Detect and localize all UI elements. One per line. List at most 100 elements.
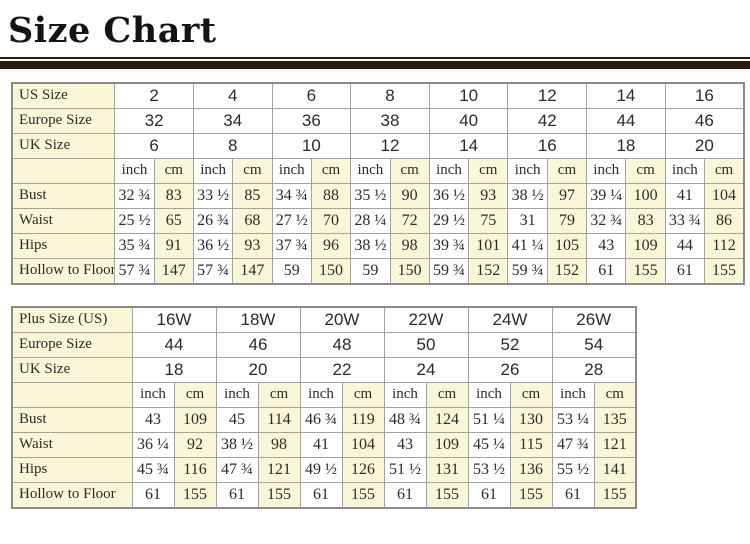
- measurement-cm-cell: 124: [425, 406, 469, 433]
- measurement-inch-cell: 59 ¾: [507, 257, 548, 284]
- measurement-inch-cell: 32 ¾: [586, 207, 627, 234]
- row-label: Europe Size: [11, 331, 133, 358]
- measurement-cm-cell: 109: [173, 406, 217, 433]
- measurement-cm-cell: 88: [310, 182, 352, 209]
- size-value-cell: 16: [664, 82, 745, 109]
- measurement-cm-cell: 104: [341, 431, 385, 458]
- size-value-cell: 42: [507, 107, 588, 134]
- size-header-row: Plus Size (US) 16W 18W 20W 22W 24W 26W: [11, 306, 637, 333]
- measurement-inch-cell: 61: [215, 481, 259, 508]
- measurement-inch-cell: 61: [551, 481, 595, 508]
- row-label: Hips: [11, 456, 133, 483]
- unit-header-cell: inch: [586, 157, 627, 184]
- size-value-cell: 10: [428, 82, 509, 109]
- size-chart-page: Size Chart US Size 2 4 6 8 10 12 14 16 Europe Siz…: [0, 8, 750, 509]
- measurement-cm-cell: 92: [173, 431, 217, 458]
- unit-header-cell: cm: [425, 381, 469, 408]
- measurement-inch-cell: 41 ¼: [507, 232, 548, 259]
- measurement-inch-cell: 57 ¾: [192, 257, 234, 284]
- unit-header-cell: inch: [428, 157, 470, 184]
- size-value-cell: 18: [131, 356, 217, 383]
- measurement-cm-cell: 98: [389, 232, 430, 259]
- measurement-cm-cell: 75: [468, 207, 509, 234]
- unit-header-row: inch cm inch cm inch cm inch cm inch cm inch cm inch…: [11, 157, 745, 184]
- measurement-cm-cell: 83: [153, 182, 194, 209]
- size-value-cell: 10: [271, 132, 352, 159]
- title-rule-thin-line: [0, 56, 750, 59]
- measurement-inch-cell: 61: [383, 481, 427, 508]
- measurement-inch-cell: 27 ½: [271, 207, 312, 234]
- measurement-cm-cell: 135: [593, 406, 637, 433]
- plus-size-table: Plus Size (US) 16W 18W 20W 22W 24W 26W Europe S…: [11, 305, 750, 509]
- measurement-inch-cell: 59 ¾: [428, 257, 470, 284]
- measurement-cm-cell: 109: [425, 431, 469, 458]
- measurement-cm-cell: 79: [546, 207, 588, 234]
- size-header-row: UK Size 6 8 10 12 14 16 18 20: [11, 132, 745, 159]
- measurement-inch-cell: 26 ¾: [192, 207, 234, 234]
- title-rule: [0, 56, 750, 69]
- size-value-cell: 20: [215, 356, 301, 383]
- measurement-inch-cell: 38 ½: [507, 182, 548, 209]
- unit-header-cell: cm: [593, 381, 637, 408]
- measurement-cm-cell: 147: [232, 257, 273, 284]
- unit-header-cell: cm: [468, 157, 509, 184]
- measurement-inch-cell: 61: [299, 481, 343, 508]
- standard-size-table: US Size 2 4 6 8 10 12 14 16 Europe Size 32 34 36 38 40…: [11, 81, 750, 285]
- unit-header-cell: cm: [625, 157, 666, 184]
- unit-header-row: inch cm inch cm inch cm inch cm inch cm inch cm: [11, 381, 637, 408]
- unit-header-cell: inch: [467, 381, 511, 408]
- size-header-row: Europe Size 44 46 48 50 52 54: [11, 331, 637, 358]
- size-value-cell: 46: [215, 331, 301, 358]
- title-rule-thick-bar: [0, 60, 750, 69]
- measurement-inch-cell: 61: [467, 481, 511, 508]
- measurement-cm-cell: 121: [593, 431, 637, 458]
- measurement-cm-cell: 93: [232, 232, 273, 259]
- size-value-cell: 6: [114, 132, 194, 159]
- measurement-inch-cell: 53 ½: [467, 456, 511, 483]
- measurement-row: Bust 32 ¾ 83 33 ½ 85 34 ¾ 88 35 ½ 90 36 ½ 93 38 ½ 97…: [11, 182, 745, 209]
- size-value-cell: 2: [114, 82, 194, 109]
- measurement-inch-cell: 36 ½: [428, 182, 470, 209]
- measurement-cm-cell: 115: [509, 431, 553, 458]
- measurement-cm-cell: 83: [625, 207, 666, 234]
- measurement-cm-cell: 119: [341, 406, 385, 433]
- unit-header-cell: cm: [341, 381, 385, 408]
- measurement-cm-cell: 85: [232, 182, 273, 209]
- measurement-cm-cell: 150: [310, 257, 352, 284]
- measurement-cm-cell: 155: [257, 481, 301, 508]
- size-value-cell: 26: [467, 356, 553, 383]
- measurement-inch-cell: 45 ¾: [131, 456, 175, 483]
- unit-header-cell: inch: [131, 381, 175, 408]
- measurement-inch-cell: 48 ¾: [383, 406, 427, 433]
- size-value-cell: 8: [192, 132, 273, 159]
- measurement-cm-cell: 155: [341, 481, 385, 508]
- unit-header-cell: inch: [551, 381, 595, 408]
- unit-header-cell: inch: [192, 157, 234, 184]
- measurement-inch-cell: 35 ¾: [114, 232, 155, 259]
- row-label: Hips: [11, 232, 116, 259]
- measurement-inch-cell: 51 ¼: [467, 406, 511, 433]
- measurement-cm-cell: 97: [546, 182, 588, 209]
- measurement-cm-cell: 65: [153, 207, 194, 234]
- measurement-inch-cell: 35 ½: [350, 182, 391, 209]
- measurement-cm-cell: 121: [257, 456, 301, 483]
- measurement-inch-cell: 45 ¼: [467, 431, 511, 458]
- measurement-cm-cell: 101: [468, 232, 509, 259]
- size-value-cell: 20W: [299, 306, 385, 333]
- row-label: Plus Size (US): [11, 306, 133, 333]
- measurement-inch-cell: 59: [350, 257, 391, 284]
- size-value-cell: 16: [507, 132, 588, 159]
- measurement-inch-cell: 29 ½: [428, 207, 470, 234]
- unit-header-cell: cm: [546, 157, 588, 184]
- size-header-row: Europe Size 32 34 36 38 40 42 44 46: [11, 107, 745, 134]
- measurement-cm-cell: 131: [425, 456, 469, 483]
- measurement-inch-cell: 59: [271, 257, 312, 284]
- measurement-row: Waist 36 ¼ 92 38 ½ 98 41 104 43 109 45 ¼ 115 47 ¾ 12…: [11, 431, 637, 458]
- size-value-cell: 40: [428, 107, 509, 134]
- measurement-cm-cell: 96: [310, 232, 352, 259]
- size-value-cell: 44: [131, 331, 217, 358]
- unit-header-cell: inch: [507, 157, 548, 184]
- size-value-cell: 14: [428, 132, 509, 159]
- measurement-inch-cell: 38 ½: [350, 232, 391, 259]
- unit-header-cell: inch: [271, 157, 312, 184]
